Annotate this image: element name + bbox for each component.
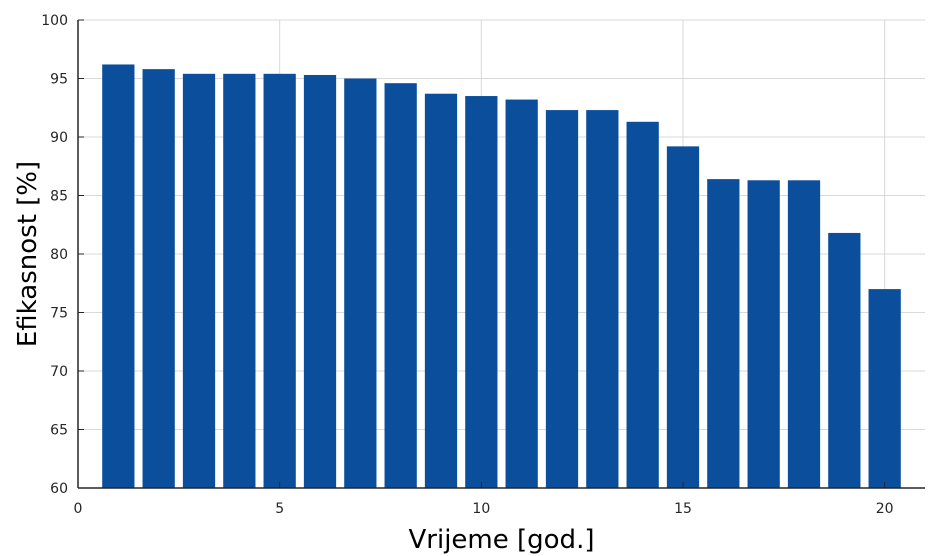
bar-20 <box>868 289 901 488</box>
x-tick-label: 0 <box>74 501 83 517</box>
x-tick-label: 20 <box>876 501 894 517</box>
y-tick-label: 85 <box>50 189 68 205</box>
bar-18 <box>787 180 821 489</box>
y-tick-label: 75 <box>50 306 68 322</box>
x-axis-label: Vrijeme [god.] <box>409 525 595 555</box>
y-tick-label: 90 <box>50 130 68 146</box>
y-tick-label: 80 <box>50 247 68 263</box>
bar-7 <box>344 78 377 488</box>
bar-5 <box>263 73 296 488</box>
bar-15 <box>666 146 700 489</box>
bar-1 <box>102 64 135 489</box>
bar-6 <box>303 74 337 489</box>
x-tick-label: 10 <box>472 501 490 517</box>
bars <box>102 64 901 489</box>
bar-8 <box>384 83 417 489</box>
bar-16 <box>707 179 740 488</box>
bar-17 <box>747 180 780 489</box>
y-tick-label: 65 <box>50 423 68 439</box>
axes <box>77 19 925 489</box>
y-tick-label: 70 <box>50 364 68 380</box>
bar-4 <box>223 73 256 488</box>
bar-9 <box>424 93 458 489</box>
y-tick-label: 60 <box>50 481 68 497</box>
bar-19 <box>828 232 861 488</box>
x-tick-label: 15 <box>674 501 692 517</box>
bar-11 <box>505 99 538 488</box>
y-tick-labels: 60 65 70 75 80 85 90 95 100 <box>41 13 68 497</box>
bar-10 <box>465 96 498 489</box>
x-tick-label: 5 <box>275 501 284 517</box>
y-axis-label: Efikasnost [%] <box>13 161 43 347</box>
bar-14 <box>626 121 659 488</box>
y-tick-label: 100 <box>41 13 68 29</box>
x-tick-labels: 0 5 10 15 20 <box>74 501 894 517</box>
y-tick-label: 95 <box>50 72 68 88</box>
bar-3 <box>182 73 216 488</box>
bar-2 <box>142 69 175 488</box>
bar-13 <box>586 110 619 488</box>
bar-12 <box>545 110 579 488</box>
